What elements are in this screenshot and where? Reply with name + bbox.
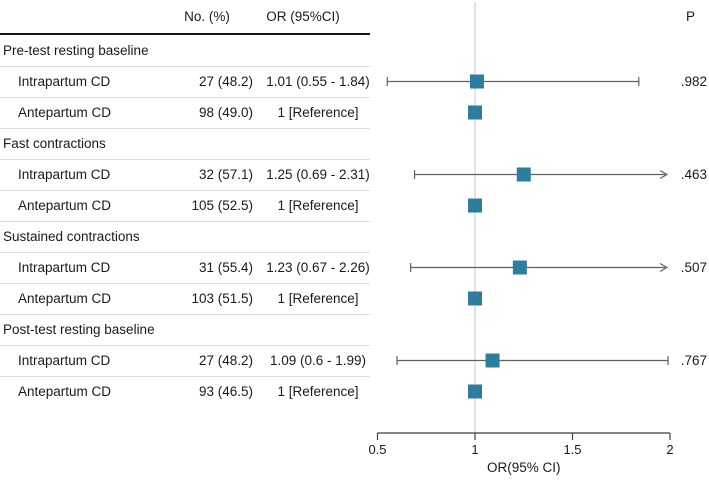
row-n-pct: 27 (48.2) xyxy=(198,353,253,368)
row-n-pct: 105 (52.5) xyxy=(191,198,253,213)
row-or-ci: 1.23 (0.67 - 2.26) xyxy=(266,260,370,275)
header-rule xyxy=(0,33,370,35)
row-or-ci: 1 [Reference] xyxy=(277,384,359,399)
row-label: Intrapartum CD xyxy=(18,353,111,368)
row-n-pct: 32 (57.1) xyxy=(198,167,253,182)
p-value: .507 xyxy=(680,260,707,275)
group-label: Sustained contractions xyxy=(3,229,140,244)
row-n-pct: 31 (55.4) xyxy=(198,260,253,275)
group-label: Post-test resting baseline xyxy=(3,322,155,337)
row-separator xyxy=(0,314,370,315)
p-value: .463 xyxy=(680,167,707,182)
row-label: Intrapartum CD xyxy=(18,260,111,275)
row-or-ci: 1.25 (0.69 - 2.31) xyxy=(266,167,370,182)
row-or-ci: 1.01 (0.55 - 1.84) xyxy=(266,74,370,89)
row-separator xyxy=(0,159,370,160)
row-separator xyxy=(0,252,370,253)
or-marker xyxy=(469,74,484,89)
row-label: Antepartum CD xyxy=(18,198,112,213)
row-separator xyxy=(0,221,370,222)
x-tick-label: 1.5 xyxy=(563,442,582,457)
x-tick-label: 0.5 xyxy=(368,442,387,457)
group-label: Pre-test resting baseline xyxy=(3,43,149,58)
ci-arrowhead xyxy=(659,262,669,273)
or-marker xyxy=(468,291,482,306)
row-label: Intrapartum CD xyxy=(18,74,111,89)
row-label: Antepartum CD xyxy=(18,384,112,399)
or-marker xyxy=(512,260,527,275)
p-value: .767 xyxy=(680,353,707,368)
row-or-ci: 1 [Reference] xyxy=(277,291,359,306)
x-tick-label: 1 xyxy=(471,442,479,457)
group-label: Fast contractions xyxy=(3,136,106,151)
row-separator xyxy=(0,283,370,284)
row-separator xyxy=(0,97,370,98)
ci-arrowhead xyxy=(659,169,669,180)
row-label: Antepartum CD xyxy=(18,105,112,120)
column-header-or-ci: OR (95%CI) xyxy=(266,9,340,24)
or-marker xyxy=(468,198,482,213)
row-separator xyxy=(0,128,370,129)
row-label: Intrapartum CD xyxy=(18,167,111,182)
row-separator xyxy=(0,376,370,377)
column-header-no-pct: No. (%) xyxy=(184,9,230,24)
row-separator xyxy=(0,190,370,191)
row-n-pct: 93 (46.5) xyxy=(198,384,253,399)
row-separator xyxy=(0,345,370,346)
or-marker xyxy=(485,353,500,368)
row-or-ci: 1 [Reference] xyxy=(277,198,359,213)
row-separator xyxy=(0,66,370,67)
row-or-ci: 1.09 (0.6 - 1.99) xyxy=(269,353,367,368)
x-tick-label: 2 xyxy=(666,442,674,457)
row-label: Antepartum CD xyxy=(18,291,112,306)
row-n-pct: 103 (51.5) xyxy=(191,291,253,306)
row-n-pct: 27 (48.2) xyxy=(198,74,253,89)
or-marker xyxy=(516,167,531,182)
p-value: .982 xyxy=(680,74,707,89)
or-marker xyxy=(468,384,482,399)
column-header-p: P xyxy=(685,9,695,24)
or-marker xyxy=(468,105,482,120)
x-axis-title: OR(95% CI) xyxy=(486,460,561,475)
row-n-pct: 98 (49.0) xyxy=(198,105,253,120)
row-or-ci: 1 [Reference] xyxy=(277,105,359,120)
